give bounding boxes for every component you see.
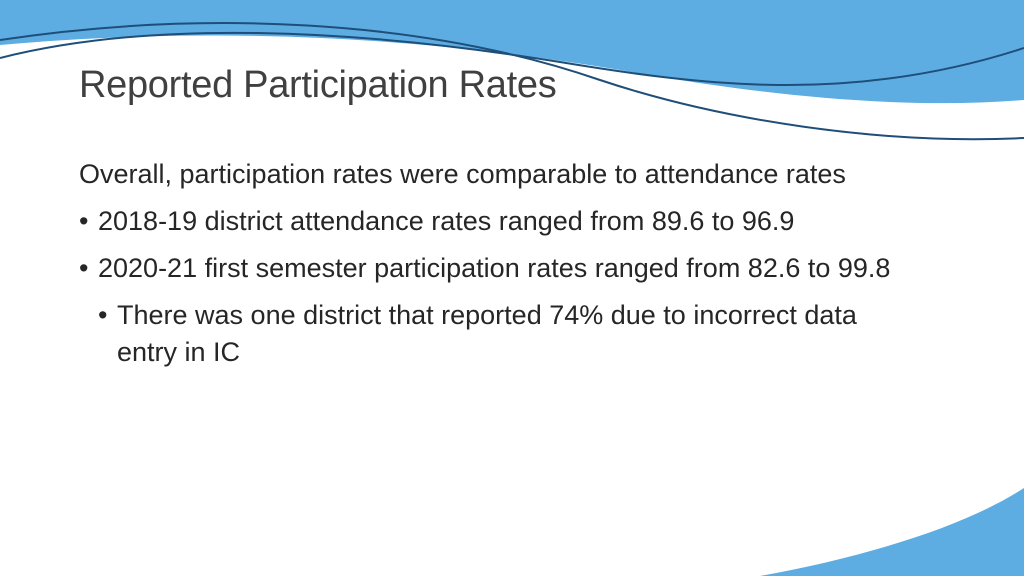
top-wave-band	[0, 0, 1024, 104]
intro-text: Overall, participation rates were compar…	[79, 159, 846, 189]
sub-bullet-text: There was one district that reported 74%…	[117, 300, 857, 367]
bullet-item: • 2018-19 district attendance rates rang…	[79, 203, 949, 240]
slide-body: Overall, participation rates were compar…	[79, 156, 949, 371]
sub-bullet-list: • There was one district that reported 7…	[79, 297, 949, 371]
bullet-list: • 2018-19 district attendance rates rang…	[79, 203, 949, 287]
bullet-icon: •	[79, 253, 89, 283]
top-wave-line-1	[0, 31, 1024, 86]
bullet-item: • 2020-21 first semester participation r…	[79, 250, 949, 287]
slide-title: Reported Participation Rates	[79, 64, 557, 106]
top-wave-line-2	[0, 22, 1024, 141]
bullet-icon: •	[79, 206, 89, 236]
sub-bullet-item: • There was one district that reported 7…	[79, 297, 917, 371]
sub-bullet-icon: •	[98, 300, 108, 330]
bottom-wave-band	[760, 488, 1024, 576]
bullet-text: 2018-19 district attendance rates ranged…	[98, 206, 795, 236]
bullet-text: 2020-21 first semester participation rat…	[98, 253, 891, 283]
